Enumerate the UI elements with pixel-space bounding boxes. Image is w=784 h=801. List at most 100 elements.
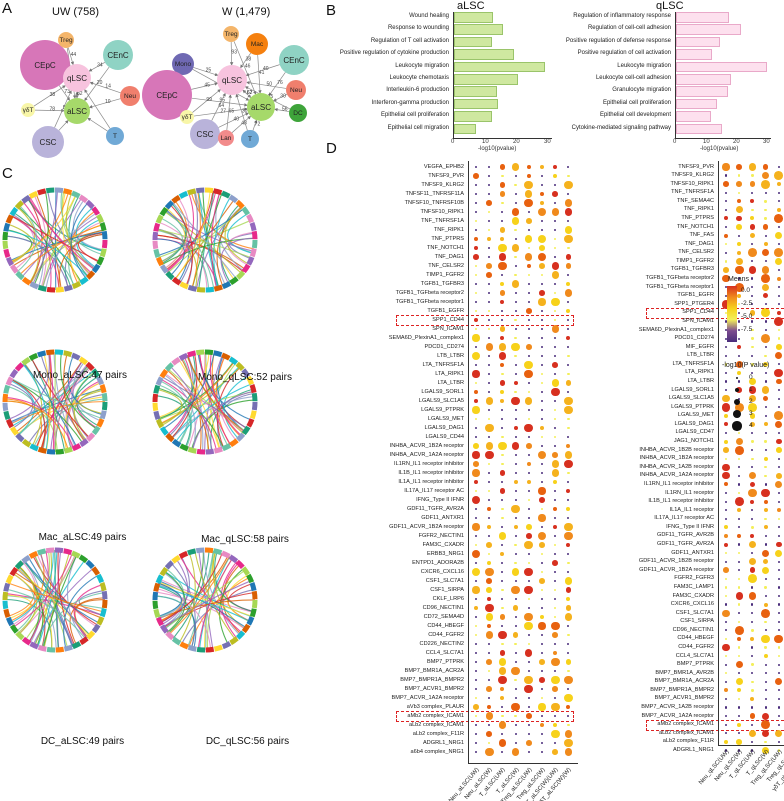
dot (738, 354, 741, 357)
dot (764, 440, 767, 443)
dot (527, 300, 530, 304)
dot (724, 749, 728, 752)
dot (736, 224, 742, 230)
dot (550, 297, 560, 307)
dot (551, 460, 559, 468)
dot (751, 706, 754, 709)
dot (540, 615, 544, 619)
dot (501, 273, 504, 277)
dot-row-label: FGFR2_NECTIN1 (418, 532, 464, 539)
dot (751, 449, 754, 452)
svg-text:38: 38 (246, 56, 252, 62)
x-tick: 0 (451, 139, 455, 145)
dot (751, 586, 754, 589)
network-node-t: T (106, 127, 124, 145)
dot (762, 292, 769, 299)
dot (512, 442, 520, 450)
dot (474, 561, 478, 565)
dot (512, 280, 520, 288)
dot (735, 206, 743, 214)
dot-row-label: GDF11_ACVR_1B2A receptor (389, 523, 464, 530)
dot (749, 567, 756, 574)
dot (474, 201, 478, 205)
dot (486, 578, 492, 584)
dot-row-label: LTA_LTBR (437, 379, 464, 386)
dot (748, 729, 756, 737)
dot (764, 303, 767, 306)
bar-label: Wound healing (409, 13, 449, 19)
dot (737, 242, 742, 247)
dot (751, 680, 754, 683)
dot (474, 237, 478, 241)
dot (764, 577, 767, 580)
dot (565, 380, 572, 386)
dot (724, 251, 728, 254)
dot (471, 495, 481, 505)
dot (537, 450, 547, 460)
network-node-cenc: CEnC (103, 40, 133, 70)
dot (554, 606, 557, 610)
dot-row-label: TGFB1_EGFR (427, 307, 464, 314)
dot (471, 567, 481, 577)
dot (554, 498, 557, 502)
dot (473, 254, 479, 260)
dot (724, 346, 728, 349)
dot (738, 517, 741, 520)
dot (567, 300, 570, 304)
dot-row-label: LGALS9_MET (427, 415, 464, 422)
dot (764, 380, 767, 383)
dot (488, 354, 491, 358)
dot (540, 192, 544, 196)
dot (724, 311, 728, 315)
dot (487, 237, 492, 241)
dot (527, 606, 530, 610)
dot (764, 646, 767, 649)
dot-row-label: IL1A_IL1 receptor inhibitor (398, 478, 464, 485)
dot-row-label: CKLF_LRP6 (432, 595, 464, 602)
dot (527, 750, 530, 754)
dot (722, 463, 730, 471)
dot (540, 282, 544, 286)
dot (776, 541, 782, 548)
dot (526, 480, 531, 484)
dot (488, 210, 491, 214)
dot (775, 420, 783, 428)
dot (764, 543, 767, 546)
dot (514, 309, 517, 313)
dot (499, 191, 506, 197)
dot-row-label: CCL4_SLC7A1 (675, 652, 714, 659)
dot (724, 191, 728, 194)
bar (454, 12, 493, 23)
svg-text:93: 93 (231, 50, 237, 56)
dot-row-label: LTA_TNFRSF1A (422, 361, 464, 368)
dot (777, 577, 780, 580)
dot (514, 336, 517, 340)
dot-row-label: TNFSF10_TNFRSF10B (404, 199, 464, 206)
dot (554, 246, 557, 250)
dot (567, 669, 570, 673)
dot (565, 659, 572, 665)
svg-text:40: 40 (263, 66, 269, 72)
dot (474, 273, 478, 277)
chord-caption-mono-alsc: Mono_aLSC:47 pairs (33, 370, 127, 381)
legend-size-tick: 3 (749, 410, 753, 417)
bar (454, 123, 477, 135)
bar (676, 123, 722, 135)
dot (567, 417, 570, 421)
dot (724, 388, 728, 392)
dot (764, 320, 767, 323)
dot-row-label: TNF_TNFRSF1A (421, 217, 464, 224)
dot (474, 606, 478, 610)
dot (554, 345, 557, 349)
dot (540, 642, 544, 646)
dot (735, 360, 743, 368)
dot (488, 291, 491, 295)
svg-text:27: 27 (221, 108, 227, 114)
dot (565, 263, 572, 269)
dot (764, 328, 767, 332)
dot-row-label: IL1B_IL1 receptor inhibitor (648, 498, 714, 505)
dot (501, 606, 504, 610)
bar-label: Positive regulation of cell activation (577, 50, 671, 57)
dot-row-label: GDF11_ANTXR1 (421, 514, 464, 521)
dot (564, 234, 573, 244)
